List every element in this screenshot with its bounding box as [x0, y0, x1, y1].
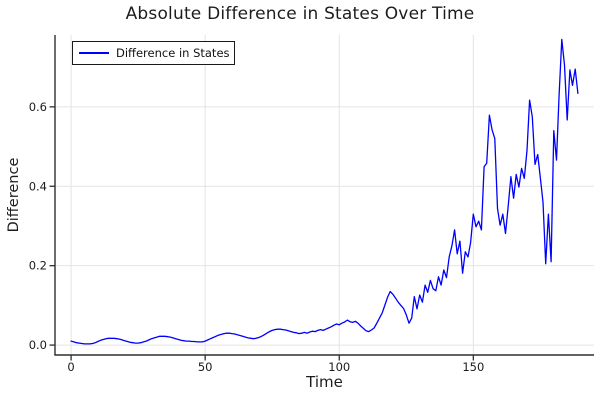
legend-line-sample: [79, 52, 109, 54]
x-tick-label: 150: [462, 360, 484, 374]
chart-title: Absolute Difference in States Over Time: [125, 4, 475, 24]
x-tick-label: 100: [328, 360, 350, 374]
y-tick-label: 0.6: [29, 100, 47, 114]
y-axis-label: Difference: [6, 157, 22, 233]
y-tick-label: 0.2: [29, 259, 47, 273]
legend: Difference in States: [72, 41, 235, 65]
y-tick-label: 0.4: [29, 179, 47, 193]
series-line: [70, 38, 579, 345]
y-tick-label: 0.0: [29, 338, 47, 352]
x-tick-label: 50: [198, 360, 213, 374]
legend-label: Difference in States: [116, 46, 230, 60]
x-tick-label: 0: [67, 360, 74, 374]
x-axis-label: Time: [306, 373, 343, 391]
